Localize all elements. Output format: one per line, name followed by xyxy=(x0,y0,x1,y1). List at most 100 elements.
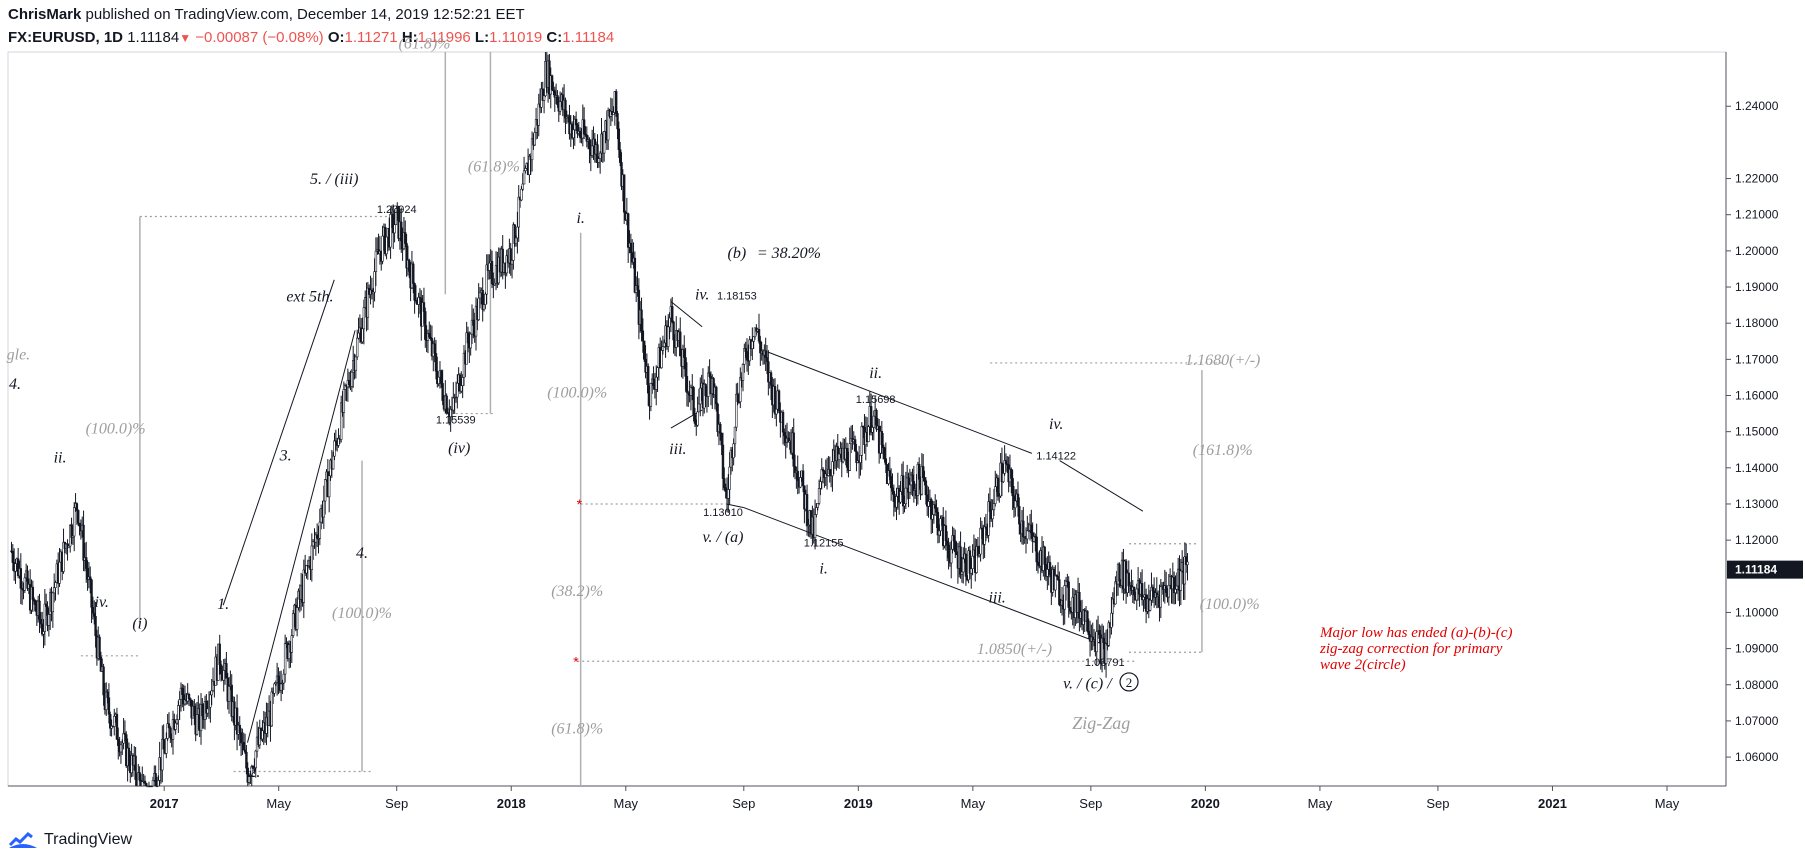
candle-body xyxy=(38,600,41,620)
wave-label: (161.8)% xyxy=(1193,442,1253,459)
candle-body xyxy=(904,487,908,505)
price-tick-label: 1.16000 xyxy=(1735,388,1779,402)
candle-body xyxy=(908,484,912,493)
candle-body xyxy=(745,351,749,361)
candle-body xyxy=(736,393,739,403)
candle-body xyxy=(952,535,956,542)
candle-body xyxy=(441,383,444,401)
candle-body xyxy=(434,353,438,372)
candle-body xyxy=(936,511,940,536)
tradingview-brand[interactable]: TradingView xyxy=(44,831,133,848)
candle-body xyxy=(867,426,870,442)
candle-body xyxy=(744,348,747,352)
candle-body xyxy=(699,387,702,405)
wave-label: v. / (c) / xyxy=(1063,675,1113,692)
candle-body xyxy=(773,386,777,415)
candle-body xyxy=(799,477,802,488)
candle-body xyxy=(1030,524,1033,534)
candle-body xyxy=(837,453,841,461)
candle-body xyxy=(484,293,487,305)
candle-body xyxy=(209,694,212,708)
channel-line xyxy=(670,301,703,328)
candle-body xyxy=(696,411,699,426)
candle-body xyxy=(227,686,231,702)
time-tick-label: 2018 xyxy=(497,796,526,811)
candle-body xyxy=(166,723,169,739)
wave-label: (61.8)% xyxy=(551,721,603,738)
candle-body xyxy=(661,346,665,351)
wave-label: 1.12155 xyxy=(804,537,844,549)
candle-body xyxy=(1114,581,1117,605)
candle-body xyxy=(167,723,171,729)
wave-label: v. / (a) xyxy=(702,529,743,546)
candle-body xyxy=(222,670,225,681)
price-tick-label: 1.08000 xyxy=(1735,678,1779,692)
candle-body xyxy=(31,586,35,600)
author-name[interactable]: ChrisMark xyxy=(8,6,82,23)
candle-body xyxy=(869,406,873,433)
candle-body xyxy=(460,385,463,392)
candle-body xyxy=(764,350,767,358)
candle-body xyxy=(614,91,618,114)
candle-body xyxy=(892,490,896,503)
candle-body xyxy=(860,426,863,456)
candle-body xyxy=(884,458,888,465)
wave-label: i. xyxy=(576,210,584,227)
wave-label: gle. xyxy=(7,346,31,363)
candle-body xyxy=(1016,493,1020,507)
candle-body xyxy=(235,707,239,735)
candle-body xyxy=(195,714,199,735)
candle-body xyxy=(1167,584,1171,598)
candle-body xyxy=(1026,530,1029,540)
time-tick-label: May xyxy=(961,796,986,811)
candle-body xyxy=(310,545,314,570)
candle-body xyxy=(157,780,160,787)
candle-body xyxy=(1002,473,1005,483)
candle-body xyxy=(792,432,795,467)
candle-body xyxy=(1068,607,1072,612)
candle-body xyxy=(323,479,327,502)
candle-body xyxy=(428,333,431,338)
candle-body xyxy=(636,285,639,291)
candle-body xyxy=(1067,581,1070,608)
candle-body xyxy=(70,525,73,538)
candle-body xyxy=(728,466,731,490)
candle-body xyxy=(102,666,105,696)
candle-body xyxy=(218,643,221,666)
wave-label: (100.0)% xyxy=(547,384,607,401)
candle-body xyxy=(106,691,109,699)
close-value: 1.11184 xyxy=(562,29,615,46)
candle-body xyxy=(889,476,893,489)
candle-body xyxy=(242,741,245,751)
candle-body xyxy=(975,546,978,573)
candle-body xyxy=(85,557,88,569)
candle-body xyxy=(62,542,65,572)
candle-body xyxy=(667,326,670,347)
candle-body xyxy=(923,477,926,482)
channel-line xyxy=(767,351,1033,454)
time-tick-label: 2017 xyxy=(150,796,179,811)
price-tick-label: 1.24000 xyxy=(1735,99,1779,113)
candle-body xyxy=(556,95,559,105)
candle-body xyxy=(647,366,650,394)
candle-body xyxy=(622,174,626,213)
candle-body xyxy=(848,443,851,471)
candle-body xyxy=(362,307,366,330)
candle-body xyxy=(482,304,486,310)
candle-body xyxy=(1104,643,1108,664)
candle-body xyxy=(408,259,411,272)
candle-body xyxy=(612,112,615,115)
candle-body xyxy=(723,478,726,488)
candle-body xyxy=(542,95,546,101)
candle-body xyxy=(979,527,982,555)
candle-body xyxy=(290,635,293,653)
symbol-label[interactable]: FX:EURUSD, 1D xyxy=(8,29,124,46)
candle-body xyxy=(522,170,526,185)
fib-anchor-mark: * xyxy=(573,653,579,669)
channel-line xyxy=(1059,460,1144,512)
candle-body xyxy=(767,361,770,383)
candle-body xyxy=(724,487,727,492)
candle-body xyxy=(1056,576,1060,580)
candle-body xyxy=(516,226,519,239)
